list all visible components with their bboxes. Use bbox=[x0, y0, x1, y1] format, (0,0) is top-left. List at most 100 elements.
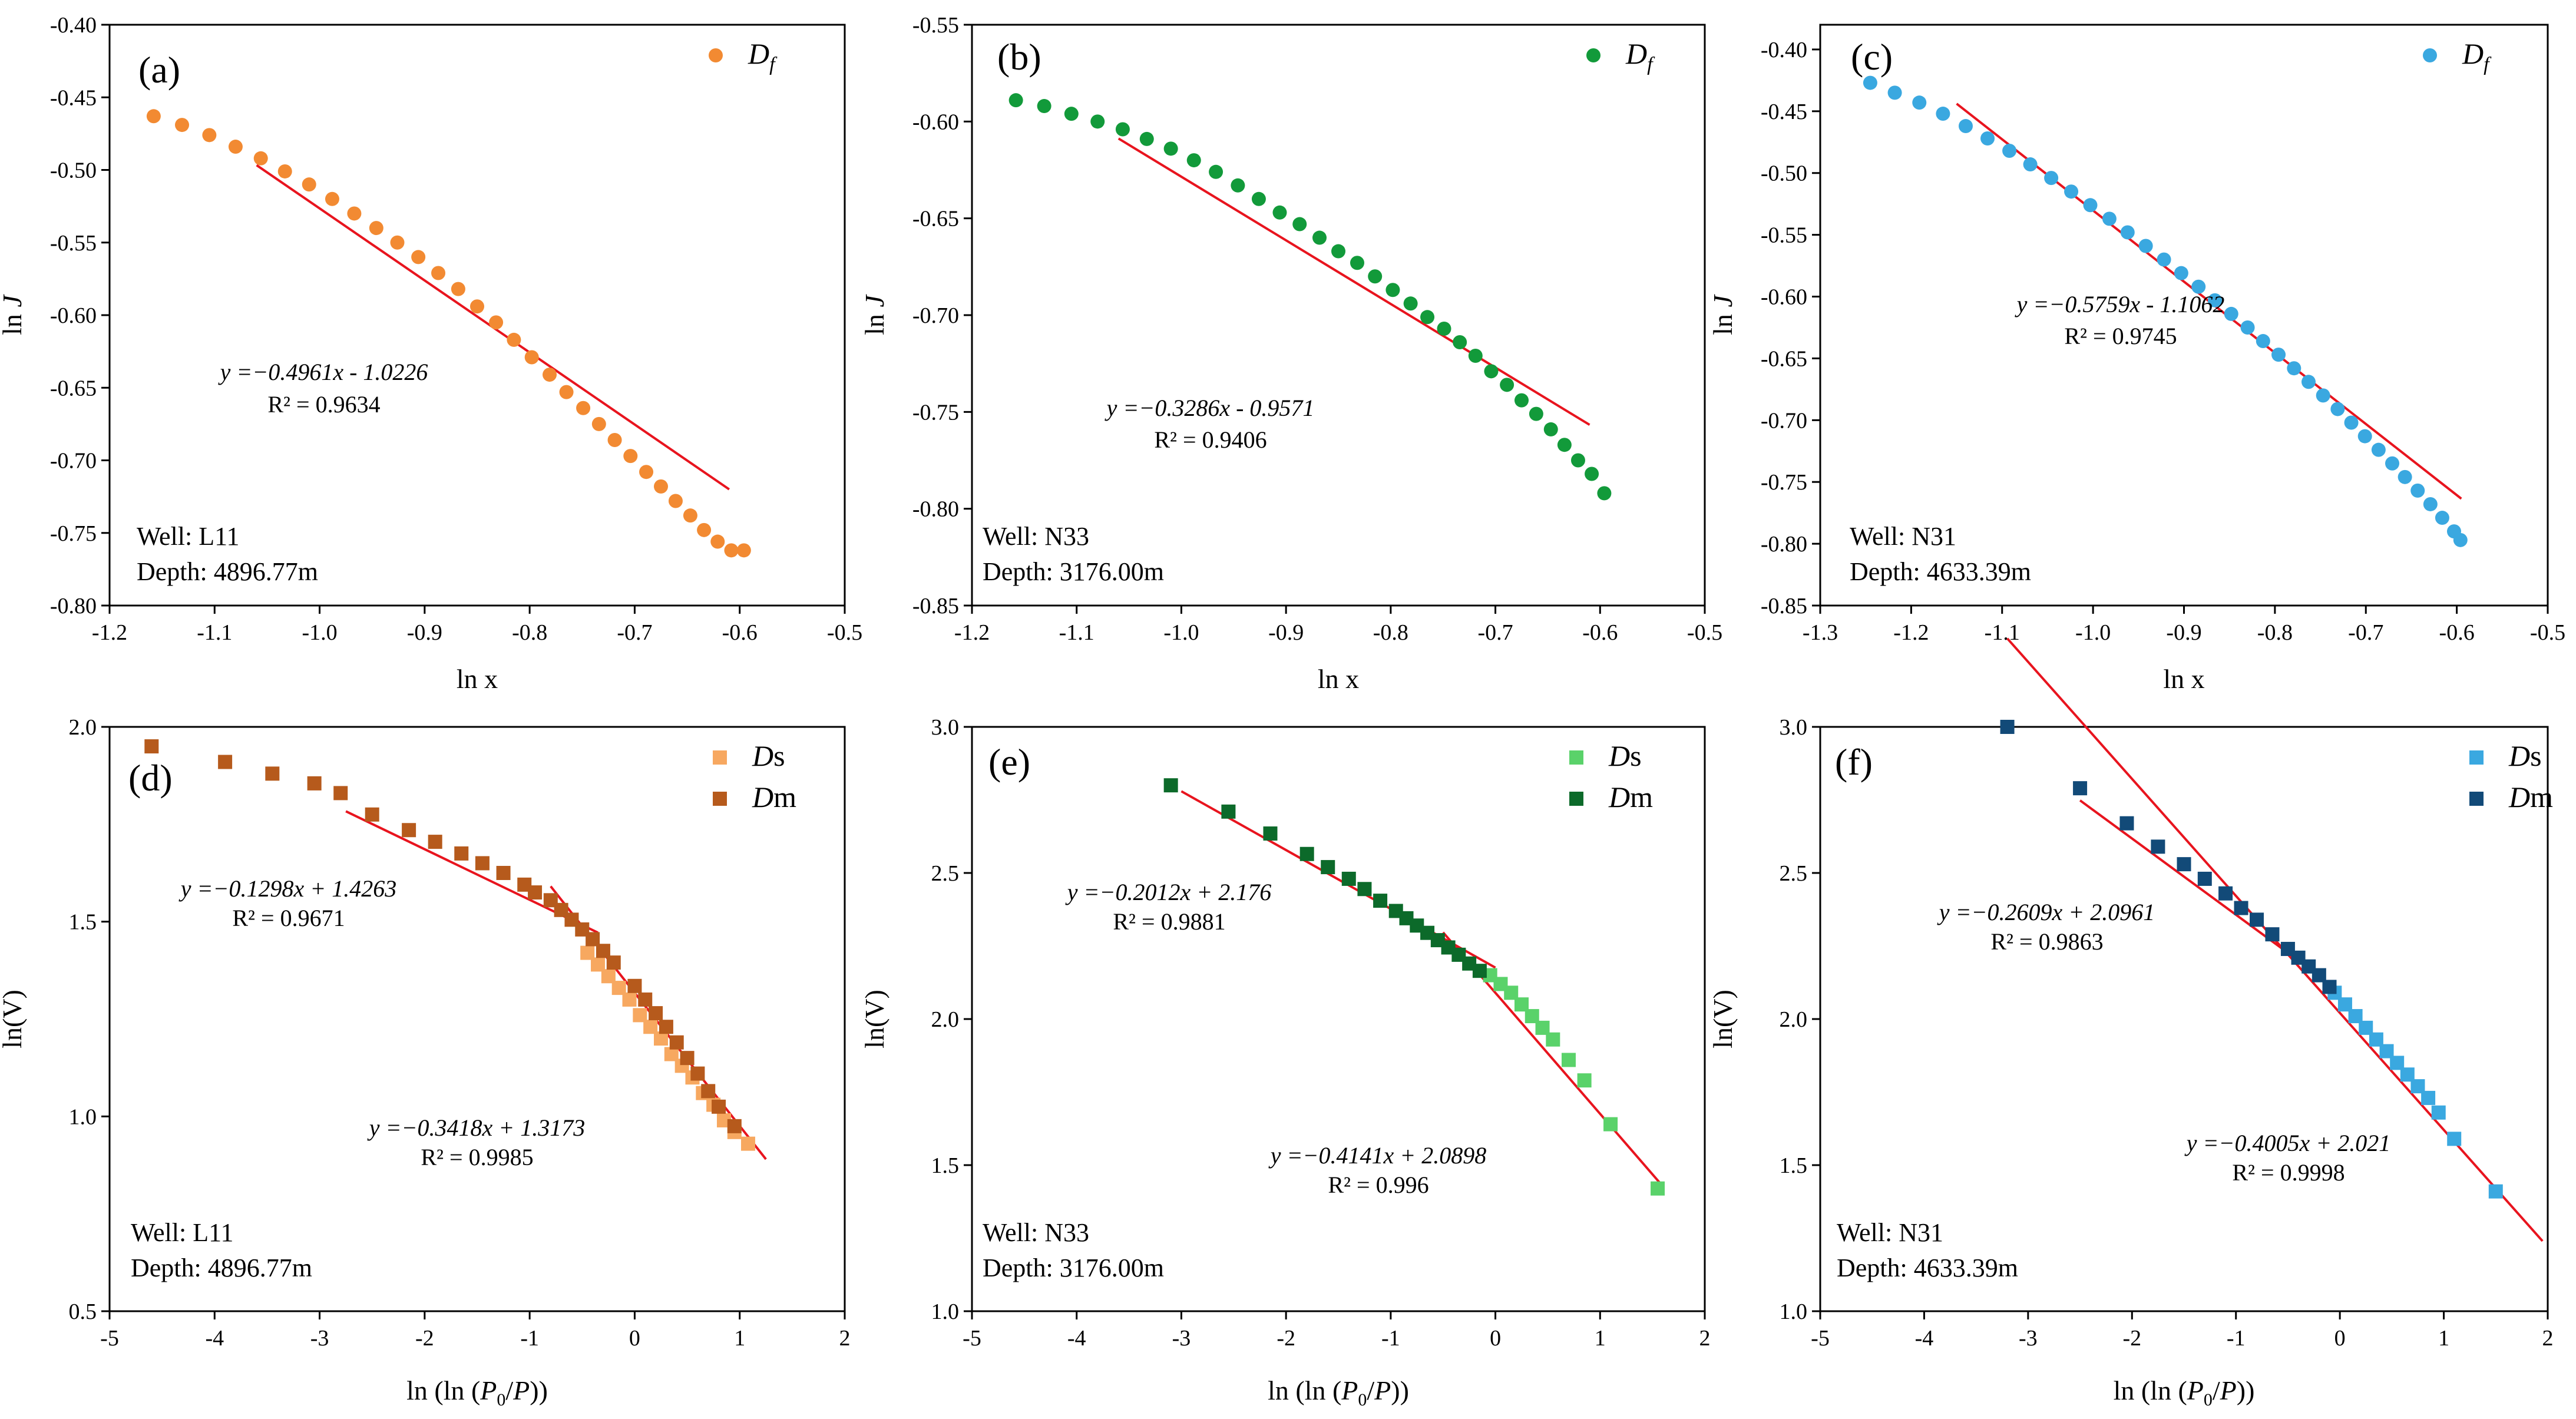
data-point bbox=[347, 206, 362, 221]
y-axis-label: ln J bbox=[859, 294, 889, 335]
y-tick-label: -0.80 bbox=[50, 594, 97, 618]
data-point bbox=[1312, 230, 1327, 245]
fit-r-squared: R² = 0.9985 bbox=[421, 1144, 533, 1170]
legend-label-main: D bbox=[2508, 780, 2530, 813]
x-tick-label: -1.1 bbox=[197, 620, 232, 645]
data-point bbox=[1115, 122, 1130, 137]
y-tick-label: -0.70 bbox=[1761, 408, 1807, 433]
x-tick-label: -0.8 bbox=[512, 620, 547, 645]
data-point bbox=[1603, 1117, 1618, 1132]
legend-label-sub: s bbox=[773, 739, 785, 772]
data-point bbox=[2119, 816, 2134, 831]
data-point bbox=[1980, 131, 1995, 146]
data-point bbox=[1437, 322, 1451, 336]
panel-e: -5 -4 -3 -2 -1 0 1 21.01.52.02.53.0ln (ln (P0/P… bbox=[859, 715, 1711, 1410]
data-point bbox=[654, 479, 668, 494]
data-point bbox=[1064, 107, 1079, 121]
data-point bbox=[175, 118, 190, 133]
y-tick-label: -0.75 bbox=[1761, 470, 1807, 495]
data-point bbox=[1585, 467, 1599, 481]
data-point bbox=[2044, 171, 2059, 186]
data-point bbox=[1420, 310, 1435, 325]
data-point bbox=[1651, 1181, 1665, 1196]
data-point bbox=[2410, 483, 2425, 498]
plot-frame bbox=[971, 24, 1706, 607]
x-tick-label: -0.9 bbox=[1268, 620, 1304, 645]
legend-label-sub: m bbox=[773, 780, 796, 813]
panel-f: -5 -4 -3 -2 -1 0 1 21.01.52.02.53.0ln (ln (P0/P… bbox=[1708, 637, 2554, 1410]
data-point bbox=[524, 350, 539, 365]
data-point bbox=[736, 543, 751, 558]
panel-label: (e) bbox=[988, 741, 1030, 783]
x-axis-label-part: P bbox=[1341, 1375, 1358, 1405]
x-tick-label: -1.2 bbox=[954, 620, 990, 645]
data-point bbox=[390, 235, 405, 250]
data-point bbox=[528, 885, 543, 900]
fit-equation: y =−0.3286x - 0.9571 bbox=[1105, 395, 1315, 421]
y-tick-label: 1.0 bbox=[69, 1104, 97, 1129]
x-axis-label-part: / bbox=[2213, 1375, 2220, 1405]
well-name: Well: N31 bbox=[1850, 522, 1956, 551]
y-tick-label: 1.5 bbox=[69, 910, 97, 935]
data-point bbox=[649, 1006, 663, 1021]
data-point bbox=[454, 846, 469, 861]
data-point bbox=[622, 992, 637, 1007]
x-axis-label-part: )) bbox=[530, 1375, 548, 1405]
data-point bbox=[2002, 143, 2017, 158]
data-point bbox=[2271, 348, 2286, 362]
x-tick-label: 1 bbox=[2438, 1326, 2449, 1351]
legend-label-main: D bbox=[1608, 739, 1630, 772]
data-point bbox=[489, 315, 504, 330]
legend-label: Ds bbox=[2508, 739, 2542, 772]
data-point bbox=[1299, 846, 1314, 861]
x-tick-label: -3 bbox=[1172, 1326, 1191, 1351]
data-point bbox=[1500, 378, 1514, 392]
x-axis-label-part: ln (ln ( bbox=[2114, 1375, 2187, 1405]
x-axis-label: ln (ln (P0/P)) bbox=[1268, 1375, 1409, 1410]
data-point bbox=[1341, 871, 1356, 886]
data-point bbox=[1221, 804, 1236, 819]
data-point bbox=[265, 766, 280, 781]
x-axis-label-part: )) bbox=[2237, 1375, 2255, 1405]
fit-equation: y =−0.1298x + 1.4263 bbox=[178, 875, 396, 902]
data-point bbox=[724, 543, 739, 558]
data-point bbox=[1272, 205, 1287, 220]
data-point bbox=[1959, 119, 1973, 134]
y-axis-label: ln(V) bbox=[0, 990, 27, 1048]
data-point bbox=[2064, 184, 2079, 199]
y-tick-label: 1.0 bbox=[931, 1299, 960, 1324]
well-name: Well: N33 bbox=[983, 1218, 1089, 1247]
x-tick-label: 0 bbox=[1490, 1326, 1501, 1351]
x-tick-label: -1.0 bbox=[302, 620, 337, 645]
y-tick-label: -0.55 bbox=[1761, 223, 1807, 248]
data-point bbox=[475, 856, 490, 871]
data-point bbox=[710, 534, 725, 549]
data-point bbox=[2322, 980, 2337, 994]
x-tick-label: -1 bbox=[520, 1326, 539, 1351]
y-tick-label: 2.0 bbox=[1780, 1007, 1808, 1032]
data-point bbox=[623, 449, 638, 464]
x-tick-label: -0.5 bbox=[827, 620, 862, 645]
data-point bbox=[2234, 901, 2248, 915]
data-point bbox=[2287, 361, 2301, 376]
x-tick-label: -5 bbox=[100, 1326, 119, 1351]
y-tick-label: -0.85 bbox=[912, 594, 959, 618]
well-name: Well: L11 bbox=[137, 522, 239, 551]
x-tick-label: 2 bbox=[2542, 1326, 2554, 1351]
x-axis-label: ln (ln (P0/P)) bbox=[406, 1375, 548, 1410]
data-point bbox=[307, 776, 322, 790]
x-tick-label: -0.8 bbox=[1373, 620, 1408, 645]
legend-label: Dm bbox=[2508, 780, 2553, 813]
data-point bbox=[1331, 244, 1345, 259]
fit-r-squared: R² = 0.9881 bbox=[1113, 908, 1225, 935]
data-point bbox=[727, 1119, 742, 1133]
data-point bbox=[2385, 456, 2400, 471]
fit-r-squared: R² = 0.9998 bbox=[2232, 1159, 2344, 1186]
legend-marker bbox=[713, 792, 727, 806]
data-point bbox=[2357, 429, 2372, 444]
data-point bbox=[218, 755, 233, 769]
data-point bbox=[1529, 406, 1543, 421]
data-point bbox=[1251, 191, 1266, 206]
data-point bbox=[1912, 95, 1927, 110]
fit-equation: y =−0.4961x - 1.0226 bbox=[218, 359, 428, 385]
